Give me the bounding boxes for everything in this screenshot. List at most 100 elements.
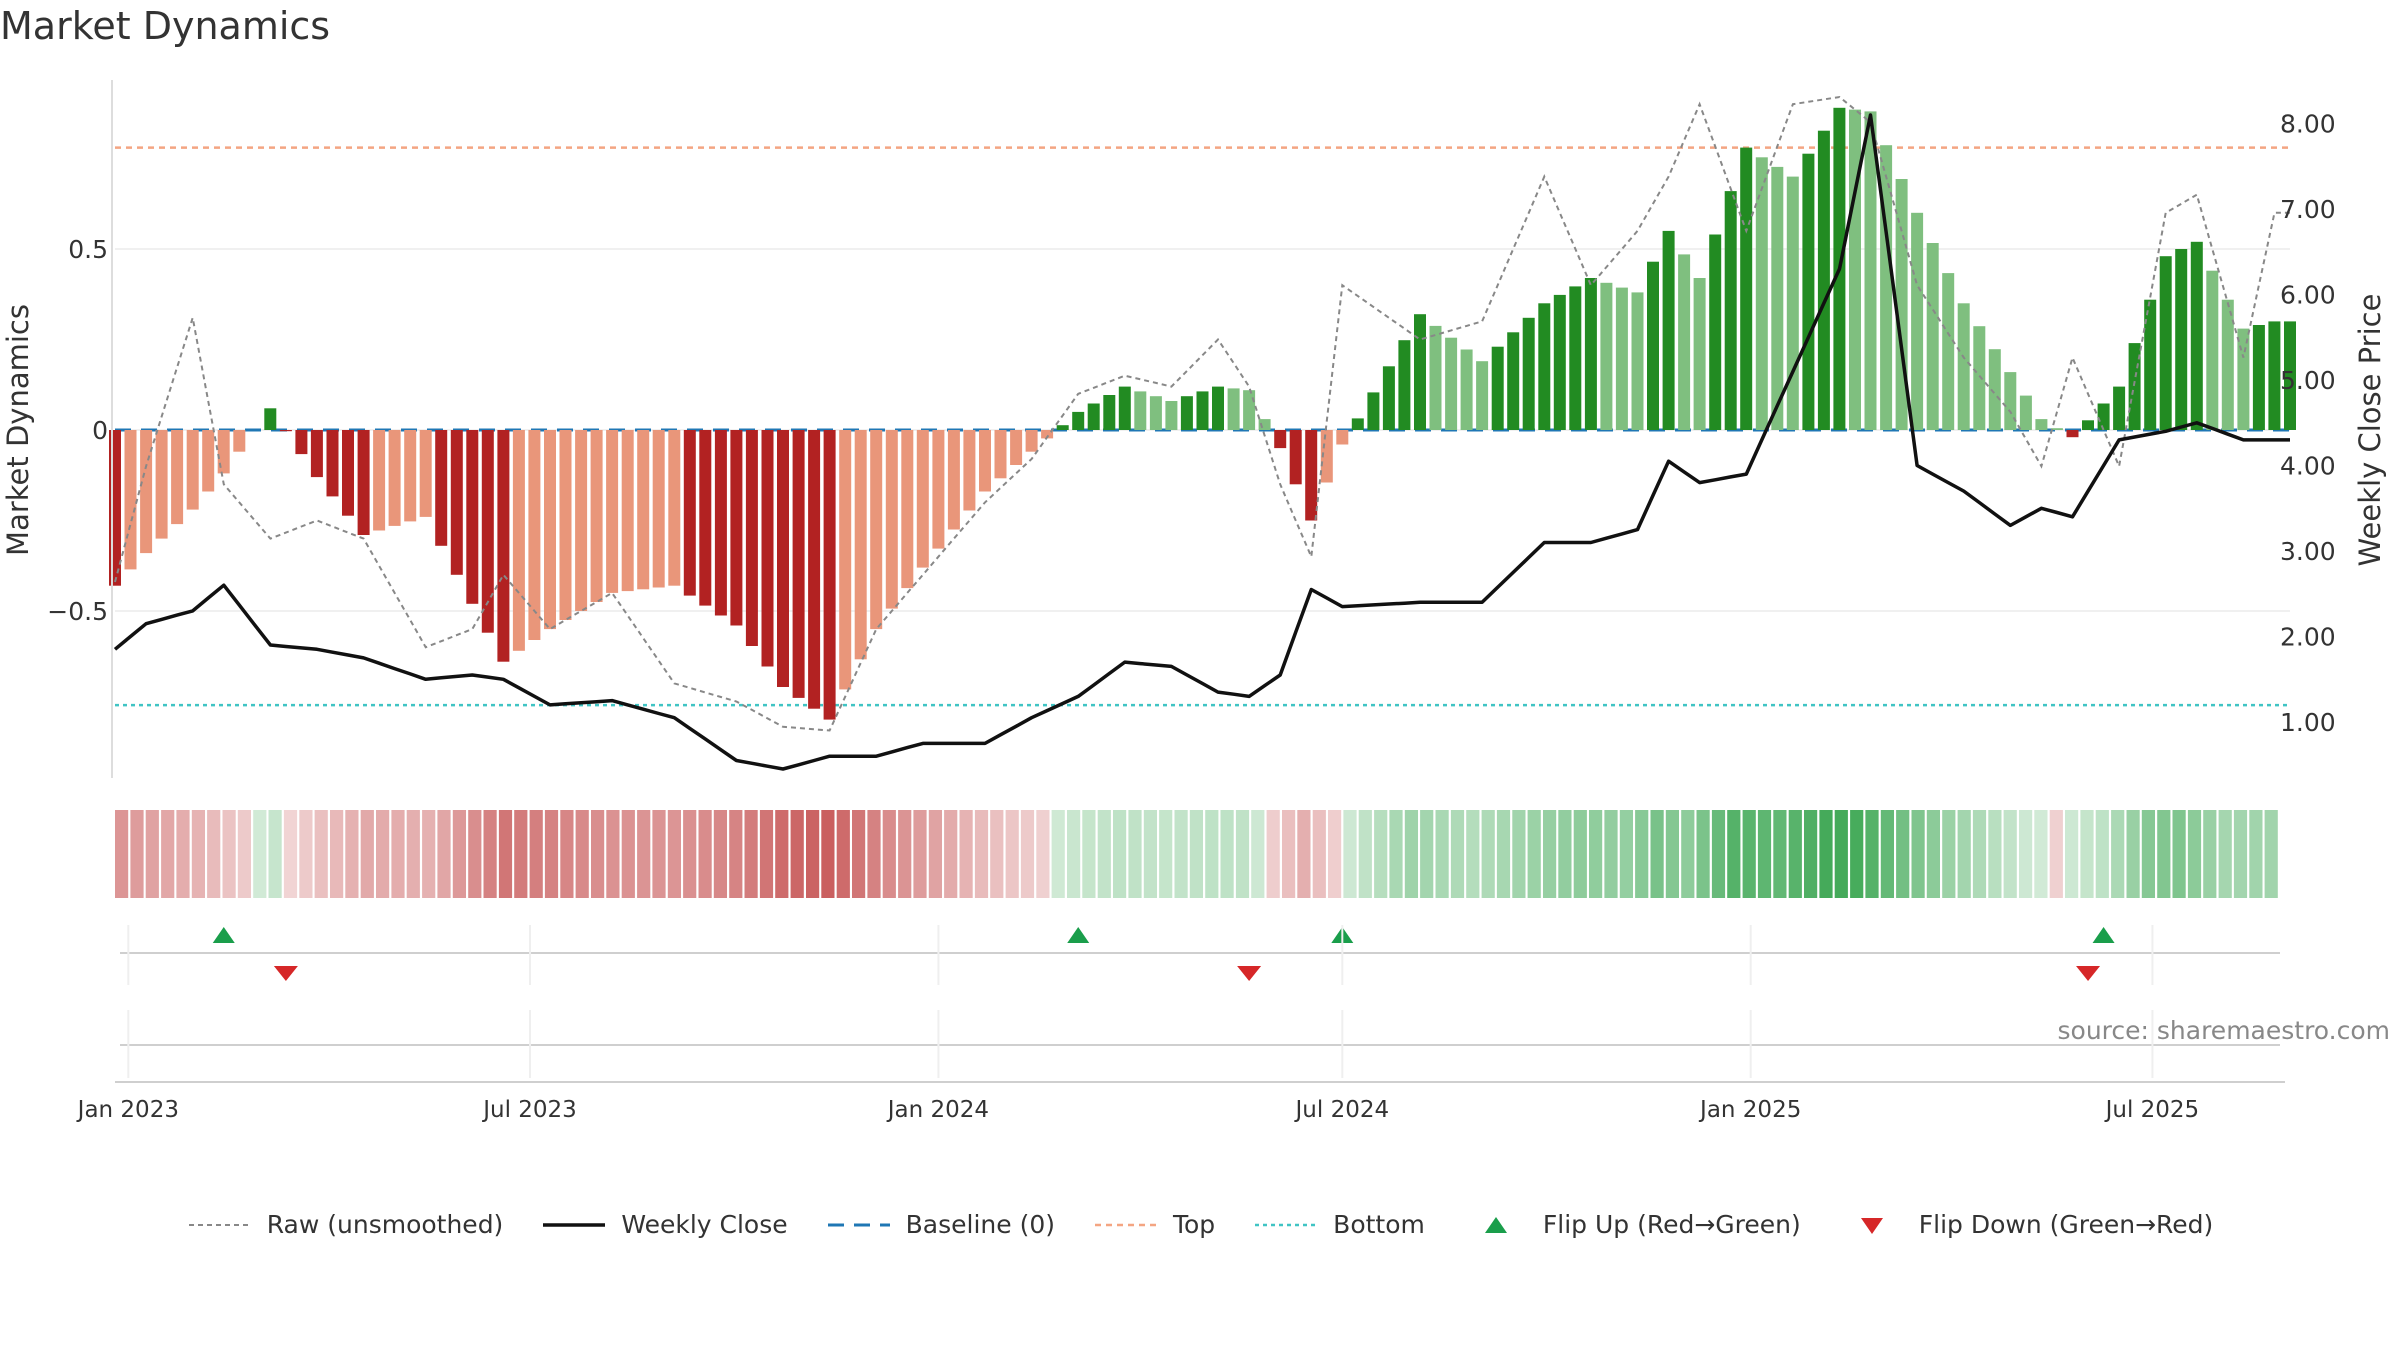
dynamics-bar	[1615, 287, 1628, 430]
heat-cell	[1297, 810, 1311, 898]
dynamics-bar	[1258, 419, 1271, 430]
heat-cell	[1205, 810, 1219, 898]
heat-cell	[2019, 810, 2033, 898]
dynamics-bar	[528, 430, 541, 640]
dynamics-bar	[683, 430, 696, 596]
dynamics-bar	[823, 430, 836, 720]
dynamics-bar	[1118, 386, 1131, 430]
dynamics-bar	[1445, 337, 1458, 430]
heat-cell	[2049, 810, 2063, 898]
dynamics-bar	[730, 430, 743, 626]
dynamics-bar	[1569, 286, 1582, 430]
heat-cell	[1573, 810, 1587, 898]
heat-cell	[1650, 810, 1664, 898]
dynamics-bar	[1631, 292, 1644, 430]
heat-cell	[1450, 810, 1465, 898]
left-tick-label: 0	[92, 416, 108, 445]
legend-swatch	[1255, 1223, 1318, 1226]
heat-cell	[867, 810, 881, 898]
dynamics-bar	[140, 430, 153, 554]
dynamics-bar	[1911, 212, 1924, 430]
source-credit: source: sharemaestro.com	[2057, 1016, 2391, 1045]
heat-cell	[575, 810, 589, 898]
heat-cell	[1328, 810, 1342, 898]
heat-cell	[1312, 810, 1326, 898]
heat-cell	[1834, 810, 1848, 898]
flip-markers-panel	[120, 927, 2280, 981]
right-tick-label: 2.00	[2280, 623, 2336, 652]
heat-cell	[2003, 810, 2017, 898]
heat-cell	[406, 810, 420, 898]
heat-cell	[1420, 810, 1434, 898]
heat-cell	[1220, 810, 1234, 898]
dynamics-bar	[186, 430, 199, 510]
reference-lines	[115, 146, 2290, 707]
dynamics-bar	[404, 430, 417, 522]
heat-cell	[2034, 810, 2048, 898]
left-tick-label: −0.5	[47, 597, 108, 626]
legend-label: Weekly Close	[621, 1210, 788, 1239]
legend-label: Baseline (0)	[905, 1210, 1055, 1239]
dynamics-bar	[2268, 321, 2281, 430]
dynamics-bar	[1320, 430, 1333, 483]
dynamics-bar	[1351, 418, 1364, 430]
heat-cell	[1266, 810, 1280, 898]
dynamics-bar	[637, 430, 650, 590]
dynamics-bar	[1180, 396, 1193, 430]
heat-cell	[1343, 810, 1357, 898]
heat-cell	[1727, 810, 1741, 898]
heat-cell	[2218, 810, 2232, 898]
legend-item-top: Top	[1093, 1210, 1215, 1239]
heat-cell	[207, 810, 221, 898]
dynamics-bar	[761, 430, 774, 667]
left-axis-title: Market Dynamics	[1, 304, 35, 556]
heat-cell	[1251, 810, 1265, 898]
heat-cell	[283, 810, 298, 898]
dynamics-bar	[870, 430, 883, 630]
heat-cell	[1635, 810, 1649, 898]
dynamics-bar	[342, 430, 354, 516]
empty-panel	[115, 1044, 2285, 1083]
dynamics-bar	[1724, 191, 1737, 430]
heat-cell	[606, 810, 620, 898]
heat-cell	[1665, 810, 1679, 898]
dynamics-bar	[1522, 317, 1535, 430]
dynamics-bar	[606, 430, 619, 593]
x-tick-label: Jan 2023	[76, 1097, 179, 1123]
heat-cell	[2157, 810, 2171, 898]
heat-cell	[913, 810, 927, 898]
dynamics-bar	[901, 430, 914, 589]
heat-cell	[1819, 810, 1833, 898]
legend-swatch	[1094, 1223, 1157, 1226]
x-tick-label: Jan 2025	[1698, 1097, 1801, 1123]
heat-cell	[2126, 810, 2140, 898]
heat-cell	[821, 810, 835, 898]
heat-cell	[790, 810, 804, 898]
weekly-close-line	[113, 113, 2290, 771]
dynamics-bar	[357, 430, 370, 535]
dynamics-bar	[1010, 430, 1023, 465]
dynamics-bar	[155, 430, 168, 539]
dynamics-bar	[295, 430, 308, 455]
x-axis: Jan 2023 Jul 2023 Jan 2024 Jul 2024 Jan 2025…	[76, 925, 2199, 1123]
heat-cell	[1143, 810, 1157, 898]
heat-cell	[2095, 810, 2109, 898]
dynamics-bar	[714, 430, 727, 616]
heat-cell	[376, 810, 390, 898]
dynamics-bar	[1243, 390, 1256, 430]
legend-label: Flip Down (Green→Red)	[1918, 1210, 2214, 1239]
dynamics-bar	[1584, 278, 1597, 430]
dynamics-bar	[326, 430, 339, 497]
raw-line	[114, 95, 2290, 732]
dynamics-bar	[1274, 430, 1287, 449]
heat-cell	[1036, 810, 1050, 898]
dynamics-bar	[109, 430, 121, 586]
dynamics-bar	[994, 430, 1007, 479]
heat-cell	[1067, 810, 1081, 898]
heat-cell	[1926, 810, 1940, 898]
heat-cell	[468, 810, 482, 898]
heat-cell	[990, 810, 1004, 898]
dynamics-bar	[202, 430, 215, 492]
heat-cell	[161, 810, 175, 898]
dynamics-bar	[745, 430, 758, 646]
